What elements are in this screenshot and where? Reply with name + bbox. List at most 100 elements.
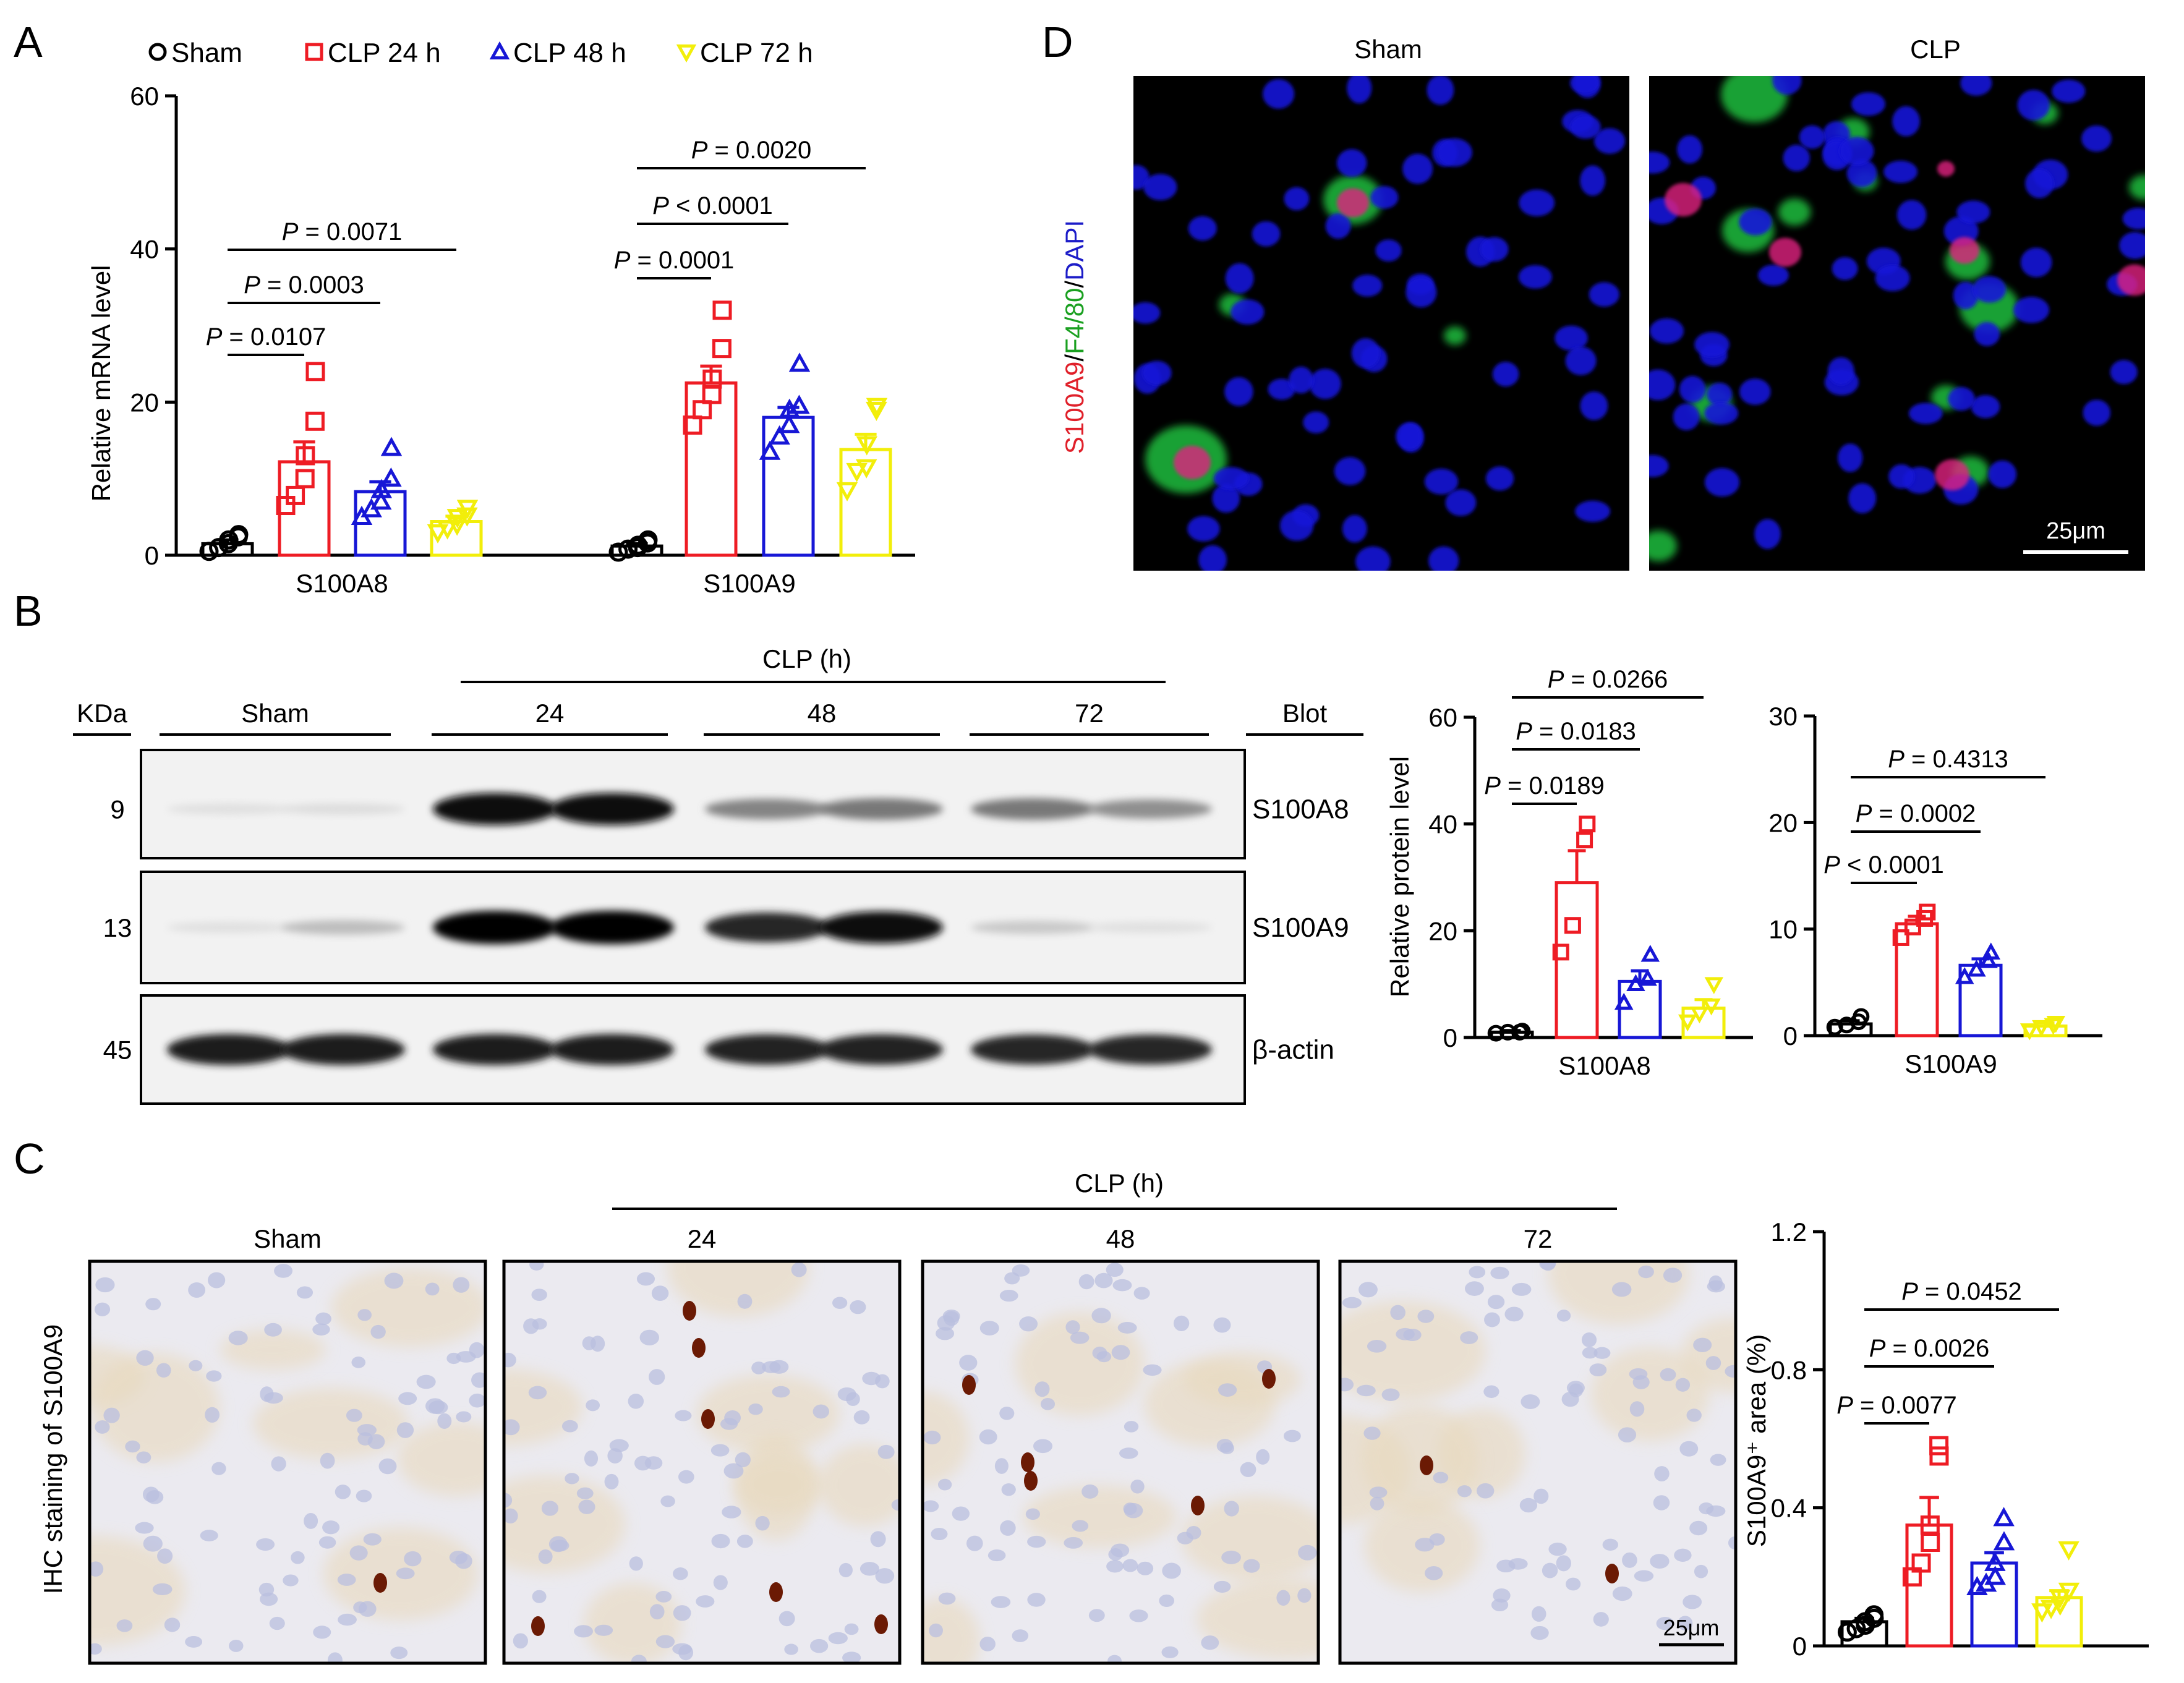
a-data-point xyxy=(437,520,458,540)
c-data-point xyxy=(1921,1533,1940,1552)
b1-y-tick-label: 0 xyxy=(1443,1023,1457,1052)
a-data-point xyxy=(769,425,790,445)
panel-letter-a: A xyxy=(14,18,43,66)
d-scale-bar-label: 25μm xyxy=(2046,518,2105,544)
d-stain-label: S100A9/F4/80/DAPI xyxy=(1060,220,1089,454)
a-data-point xyxy=(788,394,810,414)
b-band xyxy=(433,1034,557,1065)
a-data-point xyxy=(856,436,878,456)
b-kda-value: 13 xyxy=(103,913,132,942)
ihc-positive-cell xyxy=(769,1582,783,1602)
b2-data-point xyxy=(2020,1023,2039,1041)
a-legend-marker xyxy=(676,44,697,63)
a-legend-marker xyxy=(489,41,510,60)
b-band xyxy=(281,803,405,815)
b-band-name: S100A9 xyxy=(1252,913,1349,943)
ihc-positive-cell xyxy=(701,1409,715,1429)
c-data-point xyxy=(2058,1582,2080,1602)
b1-p-value: P = 0.0266 xyxy=(1548,666,1668,693)
a-data-point xyxy=(427,524,449,543)
a-legend-label: CLP 72 h xyxy=(700,38,813,68)
b-y-axis-label: Relative protein level xyxy=(1385,756,1414,997)
c-y-tick-label: 1.2 xyxy=(1771,1217,1807,1246)
b1-data-point xyxy=(1614,992,1634,1010)
b2-data-point xyxy=(1979,951,1998,968)
b2-bar-24h xyxy=(1895,922,1939,1037)
ihc-positive-cell xyxy=(1191,1496,1205,1515)
a-data-point xyxy=(618,539,638,559)
panel-b-western-blot: CLP (h) KDa Blot Sham 24 48 72 9 S100A8 13 S10… xyxy=(73,644,2102,1105)
c-y-tick-label: 0 xyxy=(1793,1632,1807,1661)
c-data-point xyxy=(1837,1622,1857,1642)
a-p-value: P = 0.0071 xyxy=(282,218,403,245)
b2-y-tick-label: 20 xyxy=(1768,808,1798,837)
c-data-point xyxy=(1920,1515,1940,1535)
a-data-point xyxy=(446,516,468,536)
b-band xyxy=(550,1034,674,1065)
c-data-point xyxy=(1929,1436,1949,1455)
b-band xyxy=(971,921,1094,934)
a-legend-label: Sham xyxy=(171,38,242,68)
ihc-positive-cell xyxy=(962,1375,976,1395)
ihc-positive-cell xyxy=(874,1614,888,1634)
panel-a-legend: Sham CLP 24 h CLP 48 h CLP 72 h xyxy=(148,38,813,68)
b-band xyxy=(281,920,405,935)
ihc-image-24h: 24 xyxy=(502,1224,902,1665)
ihc-image-label: Sham xyxy=(254,1224,322,1253)
b1-data-point xyxy=(1690,1006,1709,1024)
ihc-image-72h: 72 xyxy=(1338,1224,1738,1665)
a-data-point xyxy=(702,385,722,404)
if-s100a9-positive-cell xyxy=(2117,264,2145,296)
b-band xyxy=(705,912,829,943)
ihc-positive-cell xyxy=(1420,1455,1433,1475)
panel-a-y-axis-label: Relative mRNA level xyxy=(87,265,116,502)
ihc-positive-cell xyxy=(1021,1452,1034,1472)
b1-y-tick-label: 40 xyxy=(1428,810,1457,839)
b1-x-label: S100A8 xyxy=(1558,1051,1650,1080)
b-band xyxy=(971,1034,1094,1065)
b-protein-chart-s100a8: 0 20 40 60 S100A8 P = 0.0189 P = 0.0183 P = 0.0… xyxy=(1428,666,1753,1080)
b2-data-point xyxy=(2046,1016,2066,1033)
b-lane-groups: Sham 24 48 72 xyxy=(160,699,1209,736)
b-band xyxy=(705,1034,829,1065)
a-data-point xyxy=(855,459,877,479)
b2-data-point xyxy=(1904,918,1921,935)
c-data-point xyxy=(1911,1553,1931,1573)
b2-x-label: S100A9 xyxy=(1905,1049,1997,1078)
c-p-value: P = 0.0077 xyxy=(1836,1392,1957,1419)
ihc-positive-cell xyxy=(683,1301,696,1321)
a-data-point xyxy=(229,525,249,545)
c-y-axis-label: S100A9⁺ area (%) xyxy=(1742,1334,1771,1547)
b-blot-s100a9: 13 S100A9 xyxy=(103,871,1349,984)
b2-data-point xyxy=(1919,903,1936,921)
b1-data-point xyxy=(1626,974,1645,991)
a-data-point xyxy=(380,467,402,487)
c-data-point xyxy=(1993,1507,2015,1527)
b1-data-point xyxy=(1579,816,1596,833)
b1-data-point xyxy=(1514,1023,1531,1040)
b-band xyxy=(1088,799,1212,819)
panel-c-ihc: CLP (h) IHC staining of S100A9 Sham 24 48 7… xyxy=(38,1169,2149,1665)
ihc-positive-cell xyxy=(1605,1564,1619,1583)
a-data-point xyxy=(866,398,888,417)
panel-letter-c: C xyxy=(14,1135,45,1183)
a-data-point xyxy=(608,542,628,562)
c-y-tick-label: 0.4 xyxy=(1771,1494,1807,1523)
b2-data-point xyxy=(2032,1020,2051,1037)
a-data-point xyxy=(846,462,868,482)
if-s100a9-positive-cell xyxy=(1937,161,1955,177)
a-data-point xyxy=(683,415,702,435)
c-p-value: P = 0.0026 xyxy=(1869,1335,1990,1362)
d-image-label-clp: CLP xyxy=(1910,35,1961,64)
ihc-image-48h: 48 xyxy=(921,1224,1320,1665)
a-bar-48h xyxy=(762,415,815,557)
a-p-value: P = 0.0001 xyxy=(614,247,735,274)
a-data-point xyxy=(759,440,781,460)
b1-data-point xyxy=(1552,944,1569,961)
b-band xyxy=(550,793,674,825)
a-data-point xyxy=(638,530,658,550)
b-band xyxy=(819,911,943,944)
a-data-point xyxy=(836,482,858,501)
a-data-point xyxy=(296,446,315,466)
